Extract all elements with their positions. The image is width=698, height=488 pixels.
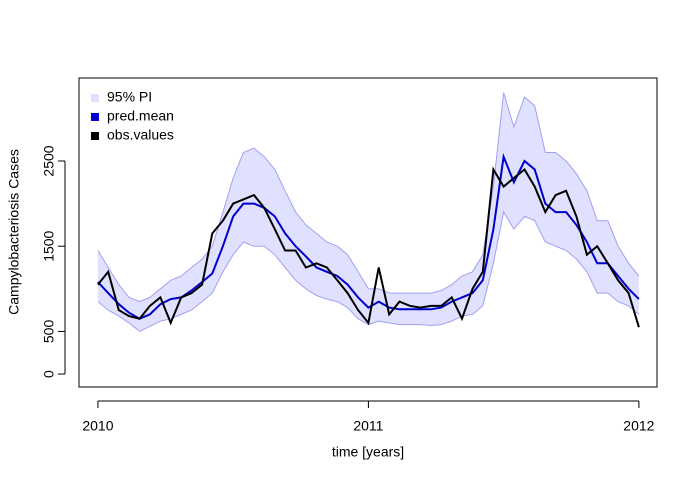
legend-swatch bbox=[91, 94, 99, 102]
y-tick-label: 2500 bbox=[41, 145, 57, 176]
y-tick-label: 500 bbox=[41, 320, 57, 344]
series-line bbox=[97, 166, 640, 328]
band-upper bbox=[97, 92, 640, 303]
y-axis-title: Campylobacteriosis Cases bbox=[6, 149, 22, 315]
legend-label: 95% PI bbox=[107, 89, 152, 105]
band-lower bbox=[97, 210, 640, 332]
y-tick-label: 1500 bbox=[41, 230, 57, 261]
legend-swatch bbox=[91, 113, 99, 121]
x-tick-label: 2010 bbox=[82, 418, 113, 434]
legend-label: pred.mean bbox=[107, 108, 174, 124]
plot-frame bbox=[78, 77, 658, 388]
legend-swatch bbox=[91, 132, 99, 140]
y-tick-label: 0 bbox=[41, 370, 57, 378]
prediction-band bbox=[97, 92, 639, 332]
x-axis-title: time [years] bbox=[332, 444, 404, 460]
legend-label: obs.values bbox=[107, 127, 174, 143]
x-tick-label: 2011 bbox=[353, 418, 383, 434]
x-tick-label: 2012 bbox=[623, 418, 654, 434]
